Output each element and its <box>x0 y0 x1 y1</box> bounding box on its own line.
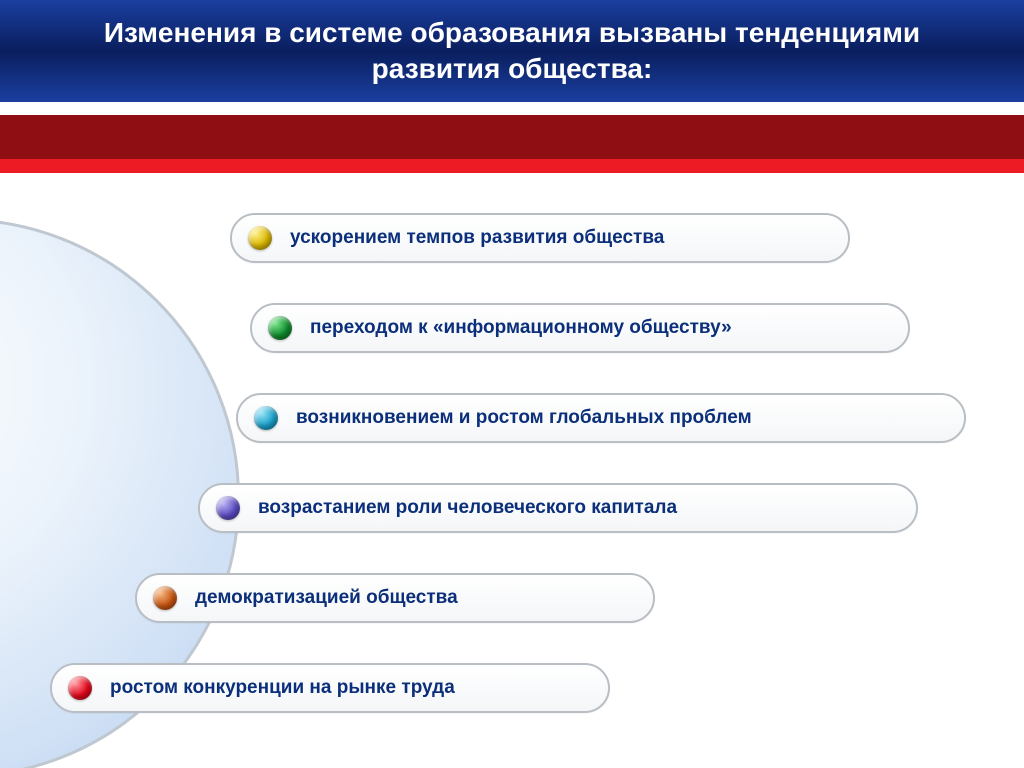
bullet-icon <box>254 406 278 430</box>
bullet-icon <box>153 586 177 610</box>
list-item: ускорением темпов развития общества <box>230 213 850 263</box>
bullet-icon <box>68 676 92 700</box>
bullet-icon <box>268 316 292 340</box>
list-item: возникновением и ростом глобальных пробл… <box>236 393 966 443</box>
list-item-label: ускорением темпов развития общества <box>290 227 664 249</box>
header: Изменения в системе образования вызваны … <box>0 0 1024 102</box>
list-item: ростом конкуренции на рынке труда <box>50 663 610 713</box>
header-title: Изменения в системе образования вызваны … <box>40 15 984 88</box>
band-2 <box>0 159 1024 173</box>
bullet-icon <box>248 226 272 250</box>
divider-bands <box>0 102 1024 173</box>
bullet-icon <box>216 496 240 520</box>
list-item-label: ростом конкуренции на рынке труда <box>110 677 455 699</box>
list-item: демократизацией общества <box>135 573 655 623</box>
list-item-label: переходом к «информационному обществу» <box>310 317 732 339</box>
list-item: возрастанием роли человеческого капитала <box>198 483 918 533</box>
list-item: переходом к «информационному обществу» <box>250 303 910 353</box>
list-item-label: демократизацией общества <box>195 587 458 609</box>
list-item-label: возникновением и ростом глобальных пробл… <box>296 407 752 429</box>
band-1 <box>0 115 1024 159</box>
band-0 <box>0 102 1024 115</box>
content-area: ускорением темпов развития общества перех… <box>0 173 1024 768</box>
list-item-label: возрастанием роли человеческого капитала <box>258 497 677 519</box>
